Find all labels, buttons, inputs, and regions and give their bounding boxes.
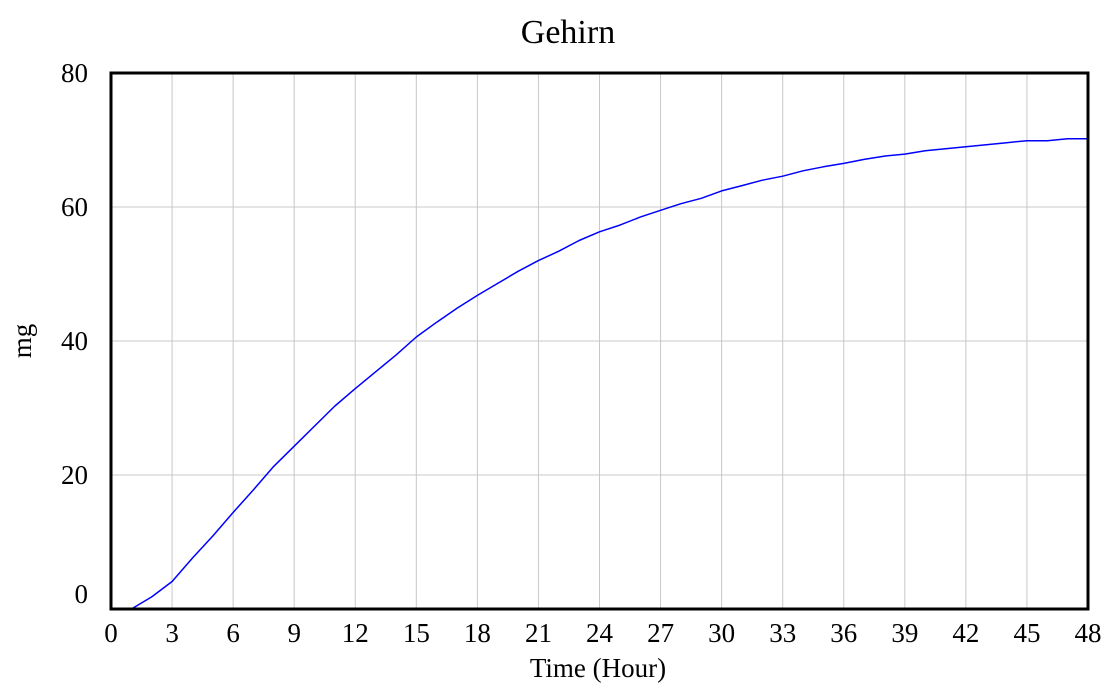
series-layer — [111, 137, 1088, 610]
x-tick-label: 3 — [165, 618, 179, 648]
y-axis-label: mg — [7, 324, 37, 359]
x-tick-label: 6 — [226, 618, 240, 648]
y-tick-label: 20 — [61, 460, 88, 490]
x-tick-label: 42 — [952, 618, 979, 648]
plot-frame — [109, 71, 1090, 611]
y-tick-label: 60 — [61, 192, 88, 222]
x-tick-label: 9 — [287, 618, 301, 648]
chart-title: Gehirn — [521, 14, 615, 51]
x-tick-label: 33 — [769, 618, 796, 648]
x-tick-label: 48 — [1075, 618, 1102, 648]
x-tick-label: 39 — [891, 618, 918, 648]
x-tick-label: 27 — [647, 618, 674, 648]
x-tick-label: 21 — [525, 618, 552, 648]
x-tick-label: 12 — [342, 618, 369, 648]
grid-layer — [111, 73, 1088, 609]
y-tick-label: 40 — [61, 326, 88, 356]
x-tick-label: 24 — [586, 618, 614, 648]
series-line-1 — [111, 137, 1088, 610]
x-tick-label: 0 — [104, 618, 118, 648]
y-axis-ticks: 0 20 40 60 80 — [61, 58, 88, 609]
x-tick-label: 15 — [403, 618, 430, 648]
x-axis-ticks: 0 3 6 9 12 15 18 21 24 27 30 33 36 39 42 45 48 — [104, 618, 1101, 648]
x-tick-label: 45 — [1013, 618, 1040, 648]
y-tick-label: 0 — [75, 579, 89, 609]
x-axis-label: Time (Hour) — [530, 653, 666, 683]
x-tick-label: 18 — [464, 618, 491, 648]
x-tick-label: 36 — [830, 618, 857, 648]
x-tick-label: 30 — [708, 618, 735, 648]
y-tick-label: 80 — [61, 58, 88, 88]
